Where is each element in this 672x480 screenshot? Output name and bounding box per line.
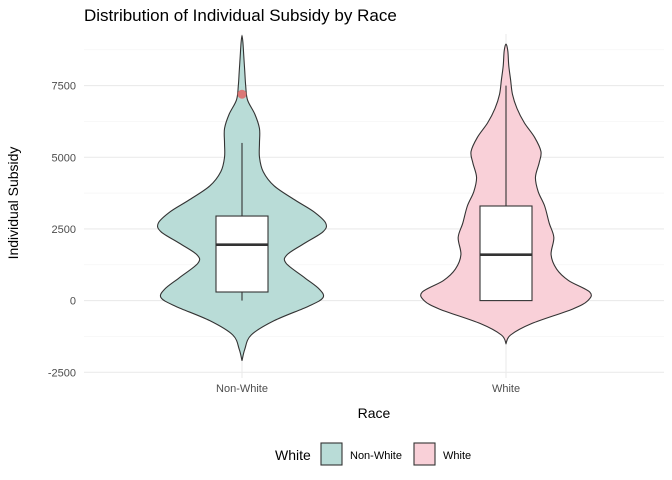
y-tick-label: 5000 bbox=[52, 152, 76, 164]
legend-key-non-white bbox=[320, 442, 343, 466]
x-axis-title: Race bbox=[358, 405, 391, 421]
y-axis-ticks: -2500 0 2500 5000 7500 bbox=[48, 81, 76, 380]
boxplots bbox=[215, 85, 533, 302]
x-tick-label: White bbox=[492, 383, 520, 395]
box-iqr bbox=[479, 205, 533, 302]
y-tick-label: -2500 bbox=[48, 367, 76, 379]
outlier-point bbox=[237, 89, 247, 99]
legend-title: White bbox=[275, 447, 311, 463]
x-axis-ticks: Non-White White bbox=[216, 383, 520, 395]
legend-key-white bbox=[413, 442, 436, 466]
y-tick-label: 2500 bbox=[52, 224, 76, 236]
legend: White Non-White White bbox=[275, 442, 471, 466]
y-tick-label: 0 bbox=[70, 296, 76, 308]
x-tick-label: Non-White bbox=[216, 383, 268, 395]
box-iqr bbox=[215, 215, 269, 293]
chart-title: Distribution of Individual Subsidy by Ra… bbox=[84, 6, 397, 25]
grid bbox=[84, 34, 664, 378]
legend-label: Non-White bbox=[350, 450, 402, 462]
y-tick-label: 7500 bbox=[52, 81, 76, 93]
y-axis-title: Individual Subsidy bbox=[5, 147, 21, 260]
violins bbox=[157, 34, 592, 361]
legend-label: White bbox=[443, 450, 471, 462]
